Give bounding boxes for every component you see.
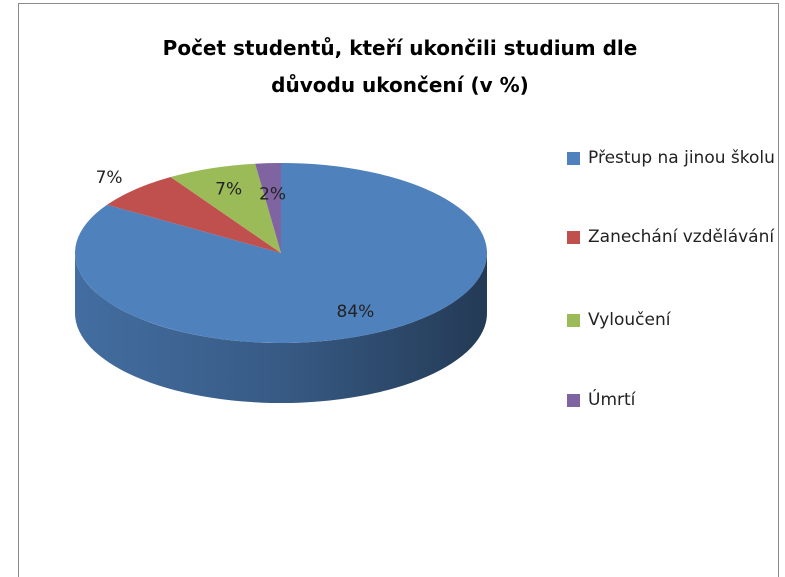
frame: [18, 3, 779, 577]
legend-swatch: [567, 394, 580, 407]
legend-swatch: [567, 152, 580, 165]
slice-side-shade: [75, 253, 487, 403]
slice: [107, 177, 281, 253]
slice: [255, 163, 281, 253]
data-label: 2%: [259, 185, 286, 205]
chart-title: Počet studentů, kteří ukončili studium d…: [162, 36, 638, 97]
slice: [74, 163, 487, 343]
legend-swatch: [567, 231, 580, 244]
legend-label: Přestup na jinou školu: [588, 148, 775, 168]
data-label: 84%: [337, 302, 375, 322]
slice: [170, 163, 281, 253]
legend-label: Zanechání vzdělávání: [588, 227, 775, 247]
legend-swatch: [567, 314, 580, 327]
legend-label: Úmrtí: [588, 390, 636, 410]
legend-label: Vyloučení: [588, 310, 671, 330]
data-label: 7%: [215, 179, 242, 199]
data-label: 7%: [96, 168, 123, 188]
